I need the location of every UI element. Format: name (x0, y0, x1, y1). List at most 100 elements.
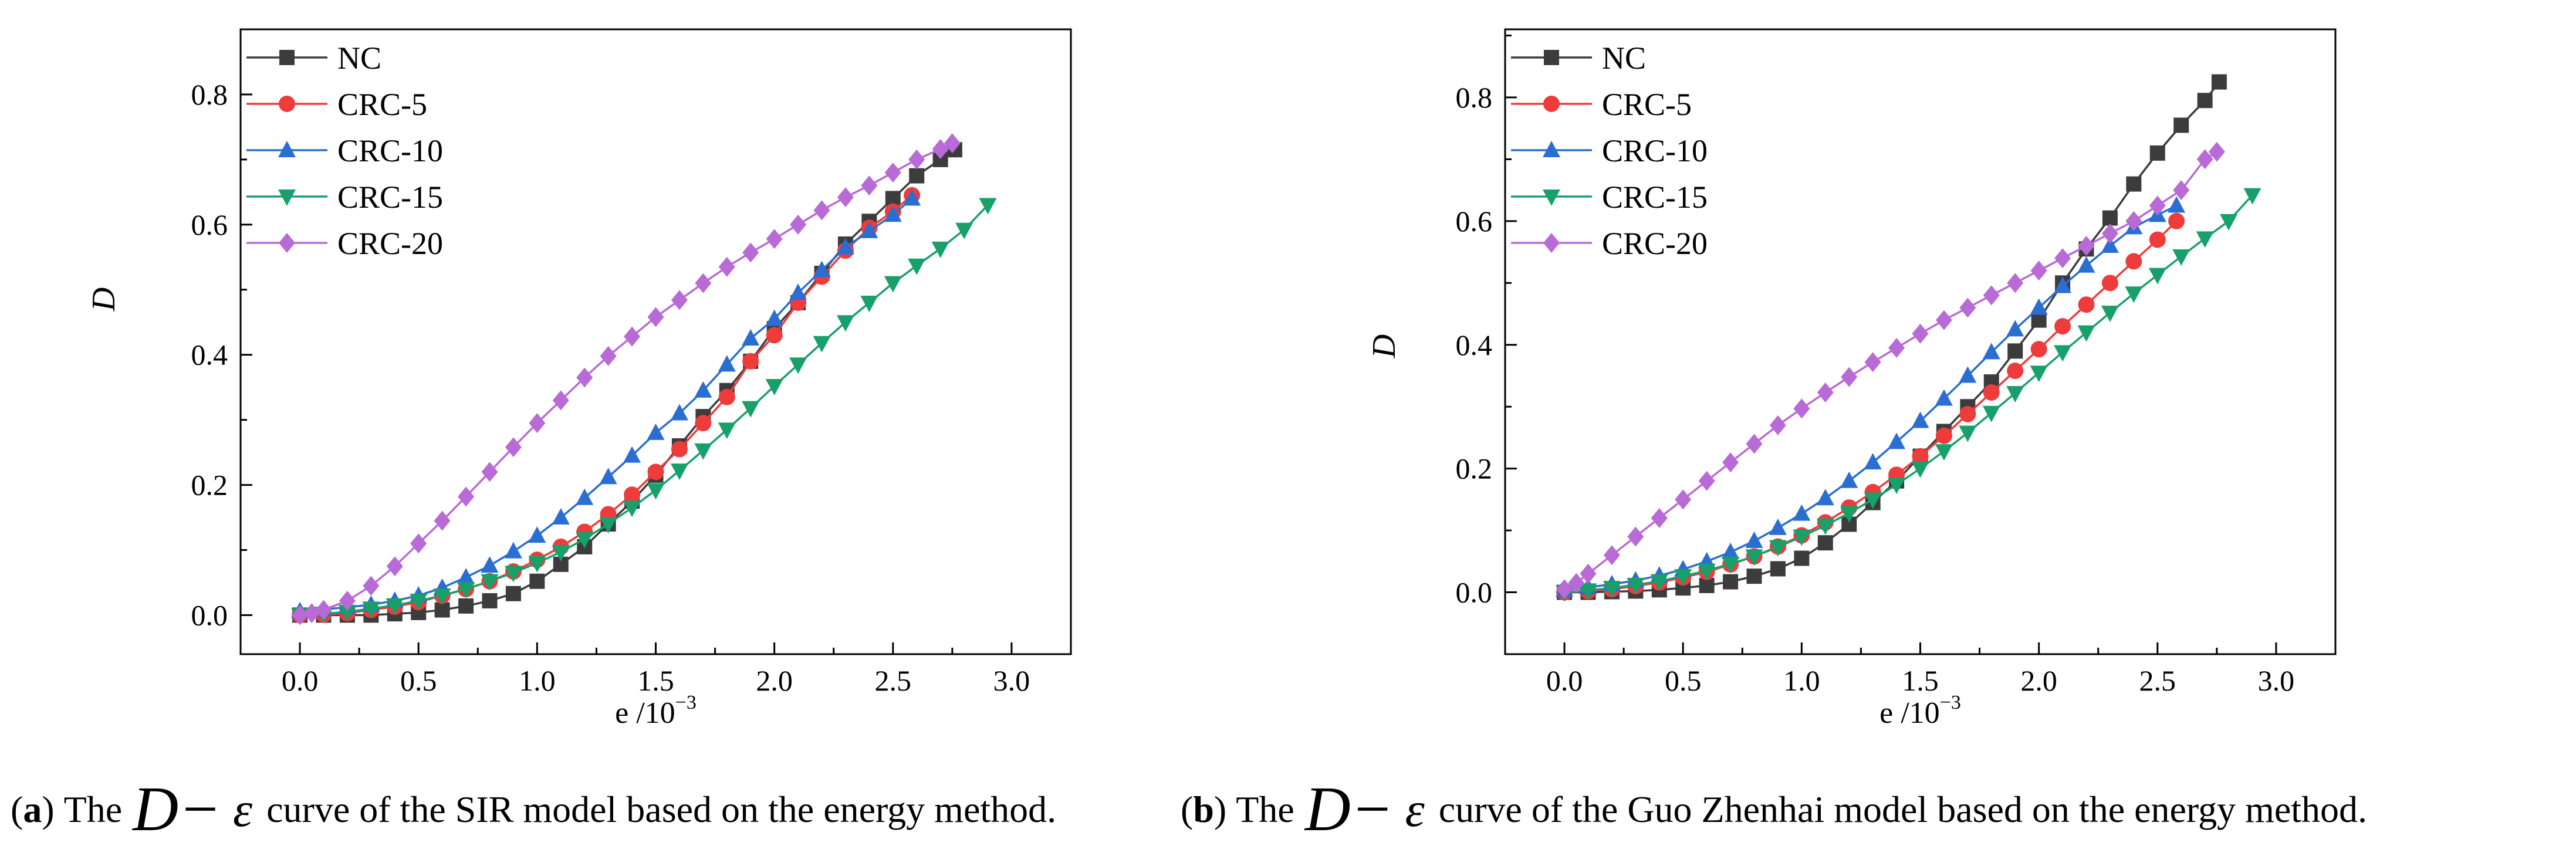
chart-b-point-crc-10 (2030, 298, 2048, 315)
chart-b-point-crc-15 (2220, 214, 2238, 231)
chart-b-point-crc-10 (1745, 532, 1763, 549)
chart-b-point-crc-10 (1911, 411, 1929, 428)
chart-a-point-crc-5 (766, 327, 783, 344)
chart-a-legend-marker (278, 141, 296, 157)
chart-a-point-crc-20 (944, 133, 961, 154)
chart-b-point-crc-10 (1888, 432, 1906, 449)
chart-b-point-nc (2102, 210, 2118, 226)
chart-a-point-crc-20 (695, 273, 712, 293)
chart-a-point-crc-15 (552, 544, 570, 561)
caption-a-symbol: D− (133, 774, 221, 844)
chart-b-legend-label: CRC-15 (1602, 180, 1708, 215)
caption-a-paren-close: ) (42, 789, 64, 830)
chart-b-point-crc-15 (1935, 444, 1953, 461)
caption-b: (b) The D− ε curve of the Guo Zhenhai mo… (1181, 774, 2367, 844)
chart-b-point-nc (1746, 568, 1762, 584)
chart-b: 0.0 0.5 1.0 1.5 2.0 2.5 3.0 0.0 0.2 0.4 0.6 0.8 e /1… (1366, 28, 2337, 730)
chart-b-point-crc-10 (2054, 276, 2072, 293)
chart-b-point-crc-15 (2125, 286, 2143, 303)
chart-a-point-crc-20 (576, 367, 593, 388)
chart-b-xtick-label: 0.0 (1546, 664, 1583, 697)
chart-a-point-crc-10 (836, 238, 854, 255)
chart-a-point-crc-10 (504, 542, 522, 559)
chart-b-point-crc-5 (2078, 296, 2095, 313)
chart-a-point-crc-10 (552, 508, 570, 525)
chart-b-legend-marker (1543, 141, 1560, 157)
chart-b-point-nc (1770, 561, 1786, 577)
chart-b-point-crc-10 (1982, 343, 2000, 360)
chart-a-point-crc-10 (528, 526, 546, 543)
chart-b-ytick-label: 0.2 (1456, 452, 1493, 485)
chart-a-point-crc-15 (860, 295, 878, 312)
chart-a-line-nc (300, 148, 955, 617)
chart-a-xtick-label: 1.5 (637, 664, 674, 697)
chart-a-point-crc-20 (303, 603, 320, 624)
chart-b-point-crc-5 (1959, 405, 1976, 422)
chart-b-point-nc (2007, 343, 2023, 359)
chart-a-ytick-label: 0.4 (191, 339, 228, 371)
chart-a-point-crc-15 (623, 500, 641, 517)
chart-a-legend-marker (278, 189, 296, 206)
chart-a-legend: NC CRC-5 CRC-10 CRC-15 CRC-20 (246, 40, 443, 261)
chart-b-point-nc (1699, 577, 1715, 593)
chart-b-point-nc (1817, 535, 1833, 551)
chart-b-point-crc-15 (1959, 425, 1977, 442)
chart-b-legend-label: CRC-5 (1602, 87, 1692, 122)
chart-a-legend-marker (279, 96, 295, 112)
chart-a-point-crc-10 (576, 488, 594, 505)
chart-b-xtick-label: 2.0 (2020, 664, 2057, 697)
chart-a-series-crc-20 (292, 133, 961, 625)
chart-a-point-crc-15 (765, 378, 783, 395)
chart-b-point-crc-20 (1841, 367, 1858, 387)
chart-a-ytick-label: 0.8 (191, 78, 228, 111)
chart-b-xtick-label: 0.5 (1665, 664, 1702, 697)
chart-b-point-crc-10 (1793, 504, 1811, 521)
chart-b-point-crc-20 (2196, 149, 2213, 170)
chart-a-line-crc-15 (299, 204, 989, 617)
chart-b-legend-marker (1543, 189, 1560, 206)
chart-a-legend-label: CRC-5 (337, 87, 427, 122)
chart-a-point-crc-5 (624, 486, 641, 503)
chart-b-ytick-label: 0.4 (1456, 329, 1493, 361)
chart-b-point-crc-15 (1793, 529, 1811, 546)
chart-a-point-crc-10 (903, 189, 921, 206)
chart-a-point-crc-15 (813, 336, 831, 353)
chart-a-point-crc-20 (505, 437, 522, 458)
chart-a-point-crc-20 (410, 533, 427, 554)
chart-b-point-crc-5 (2101, 275, 2118, 292)
chart-a-point-crc-15 (410, 594, 428, 611)
chart-a-point-crc-5 (671, 441, 688, 458)
chart-a-point-nc (482, 593, 498, 609)
chart-b-point-crc-15 (1769, 540, 1787, 557)
chart-a-point-crc-10 (742, 329, 760, 346)
caption-a-prefix: The (63, 789, 123, 830)
chart-b-point-crc-15 (1840, 506, 1858, 523)
chart-a-point-crc-10 (765, 309, 783, 326)
chart-a-ylabel: D (86, 287, 122, 312)
chart-a-legend-label: CRC-20 (337, 226, 443, 261)
chart-a-legend-label: CRC-15 (337, 180, 443, 215)
chart-a-point-crc-20 (671, 290, 688, 310)
chart-b-point-crc-5 (1935, 427, 1952, 444)
chart-b-xtick-label: 3.0 (2258, 664, 2295, 697)
chart-b-point-crc-15 (1603, 581, 1621, 598)
chart-a-point-crc-20 (837, 187, 854, 208)
chart-b-point-crc-20 (1959, 297, 1976, 318)
chart-b-point-crc-20 (1793, 398, 1810, 419)
chart-a-point-crc-20 (932, 139, 949, 160)
chart-b-point-crc-10 (1864, 453, 1882, 470)
chart-b-point-crc-20 (1888, 338, 1905, 358)
chart-a-point-crc-15 (670, 463, 688, 480)
chart-a-point-nc (458, 598, 474, 614)
chart-a-point-crc-5 (647, 463, 664, 480)
chart-b-point-crc-15 (1864, 492, 1882, 509)
chart-b-point-crc-5 (2149, 231, 2166, 248)
chart-a-point-crc-15 (979, 198, 997, 215)
chart-a-point-crc-10 (481, 556, 499, 573)
chart-b-point-crc-15 (2006, 386, 2024, 403)
chart-b-point-crc-20 (1627, 526, 1644, 547)
chart-b-point-crc-20 (2149, 195, 2166, 216)
chart-a-point-crc-15 (718, 422, 736, 439)
chart-b-point-crc-5 (2125, 253, 2142, 270)
chart-b-point-crc-20 (1603, 545, 1620, 566)
